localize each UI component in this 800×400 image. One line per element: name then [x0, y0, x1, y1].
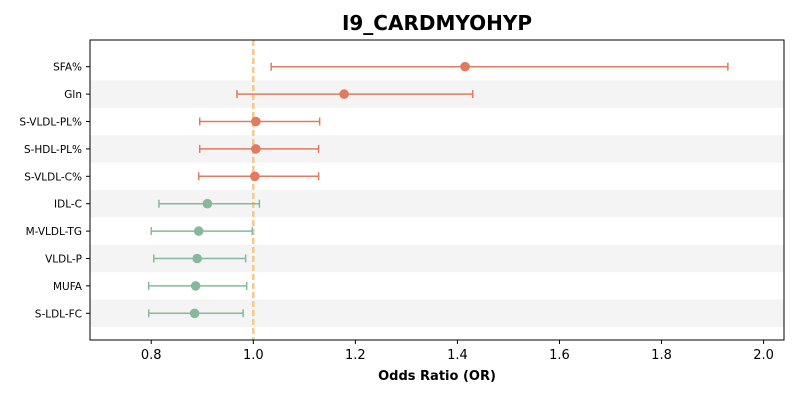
- x-tick-label: 2.0: [753, 348, 774, 363]
- y-tick-label: VLDL-P: [45, 254, 82, 266]
- or-point: [251, 144, 261, 154]
- y-tick-label: MUFA: [53, 281, 83, 293]
- forest-row: [198, 144, 320, 154]
- x-tick-label: 1.4: [447, 348, 468, 363]
- or-point: [189, 308, 200, 319]
- y-tick-label: S-HDL-PL%: [24, 144, 82, 156]
- forest-row: [236, 89, 474, 99]
- or-point: [202, 198, 213, 209]
- or-point: [192, 253, 202, 264]
- x-tick-label: 1.6: [549, 348, 570, 363]
- forest-row: [147, 281, 248, 291]
- forest-row: [158, 198, 261, 209]
- forest-row: [147, 308, 244, 319]
- x-tick-label: 1.8: [651, 348, 672, 363]
- y-tick-label: SFA%: [53, 62, 82, 74]
- forest-row: [270, 61, 729, 72]
- forest-row: [150, 226, 254, 236]
- y-tick-label: IDL-C: [54, 199, 82, 211]
- or-point: [190, 281, 201, 291]
- x-tick-label: 1.0: [243, 348, 264, 363]
- y-tick-label: S-LDL-FC: [35, 308, 82, 320]
- data-marks: [147, 61, 729, 319]
- x-tick-label: 1.2: [345, 348, 366, 363]
- or-point: [250, 171, 260, 182]
- forest-row: [153, 253, 247, 264]
- or-point: [339, 89, 349, 99]
- y-tick-label: S-VLDL-C%: [24, 171, 82, 183]
- y-axis: SFA% Gln S-VLDL-PL% S-HDL-PL% S-VLDL-C% IDL-C…: [19, 62, 90, 320]
- y-tick-label: S-VLDL-PL%: [19, 117, 82, 129]
- or-point: [251, 116, 261, 127]
- plot-frame: [89, 39, 785, 341]
- forest-row: [198, 116, 321, 127]
- x-axis: 0.8 1.0 1.2 1.4 1.6 1.8 2.0: [141, 340, 774, 363]
- forest-row: [197, 171, 320, 182]
- or-point: [460, 61, 470, 72]
- x-axis-label: Odds Ratio (OR): [378, 369, 496, 384]
- chart-title: I9_CARDMYOHYP: [342, 11, 532, 35]
- or-point: [193, 226, 204, 236]
- y-tick-label: M-VLDL-TG: [26, 226, 82, 238]
- x-tick-label: 0.8: [141, 348, 162, 363]
- row-band: [90, 135, 784, 163]
- y-tick-label: Gln: [64, 89, 82, 101]
